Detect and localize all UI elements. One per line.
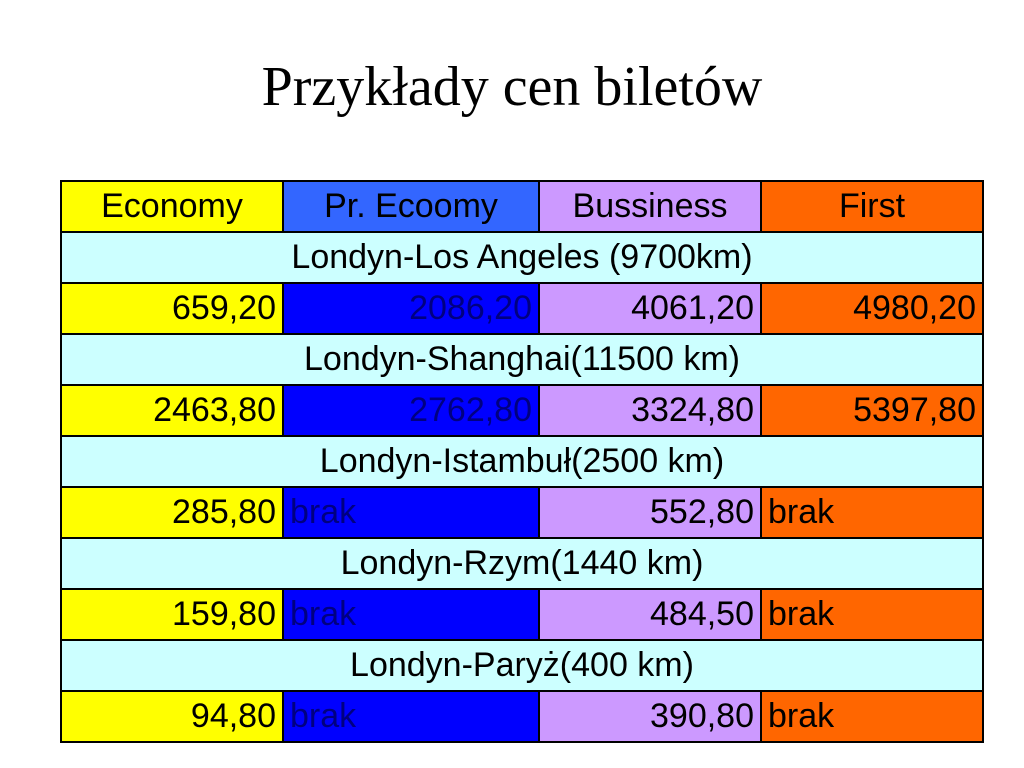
price-business: 3324,80 <box>538 384 762 437</box>
route-row: Londyn-Paryż(400 km) <box>60 639 984 692</box>
price-premium-economy: 2762,80 <box>282 384 540 437</box>
price-premium-economy: brak <box>282 588 540 641</box>
route-name: Londyn-Rzym(1440 km) <box>60 537 984 590</box>
route-name: Londyn-Paryż(400 km) <box>60 639 984 692</box>
price-first: brak <box>760 486 984 539</box>
price-premium-economy: 2086,20 <box>282 282 540 335</box>
route-name: Londyn-Istambuł(2500 km) <box>60 435 984 488</box>
price-first: brak <box>760 690 984 743</box>
route-name: Londyn-Shanghai(11500 km) <box>60 333 984 386</box>
header-first: First <box>760 180 984 233</box>
route-row: Londyn-Istambuł(2500 km) <box>60 435 984 488</box>
price-table: Economy Pr. Ecoomy Bussiness First Londy… <box>60 180 984 743</box>
price-economy: 2463,80 <box>60 384 284 437</box>
price-economy: 285,80 <box>60 486 284 539</box>
price-economy: 94,80 <box>60 690 284 743</box>
price-row: 94,80 brak 390,80 brak <box>60 690 984 743</box>
header-row: Economy Pr. Ecoomy Bussiness First <box>60 180 984 233</box>
header-economy: Economy <box>60 180 284 233</box>
price-economy: 159,80 <box>60 588 284 641</box>
header-premium-economy: Pr. Ecoomy <box>282 180 540 233</box>
price-economy: 659,20 <box>60 282 284 335</box>
price-first: brak <box>760 588 984 641</box>
price-row: 2463,80 2762,80 3324,80 5397,80 <box>60 384 984 437</box>
route-name: Londyn-Los Angeles (9700km) <box>60 231 984 284</box>
price-premium-economy: brak <box>282 690 540 743</box>
route-row: Londyn-Rzym(1440 km) <box>60 537 984 590</box>
route-row: Londyn-Los Angeles (9700km) <box>60 231 984 284</box>
price-row: 659,20 2086,20 4061,20 4980,20 <box>60 282 984 335</box>
price-row: 159,80 brak 484,50 brak <box>60 588 984 641</box>
header-business: Bussiness <box>538 180 762 233</box>
price-business: 4061,20 <box>538 282 762 335</box>
price-first: 5397,80 <box>760 384 984 437</box>
price-business: 552,80 <box>538 486 762 539</box>
price-business: 390,80 <box>538 690 762 743</box>
price-row: 285,80 brak 552,80 brak <box>60 486 984 539</box>
page-title: Przykłady cen biletów <box>261 56 763 118</box>
price-premium-economy: brak <box>282 486 540 539</box>
price-first: 4980,20 <box>760 282 984 335</box>
route-row: Londyn-Shanghai(11500 km) <box>60 333 984 386</box>
price-business: 484,50 <box>538 588 762 641</box>
